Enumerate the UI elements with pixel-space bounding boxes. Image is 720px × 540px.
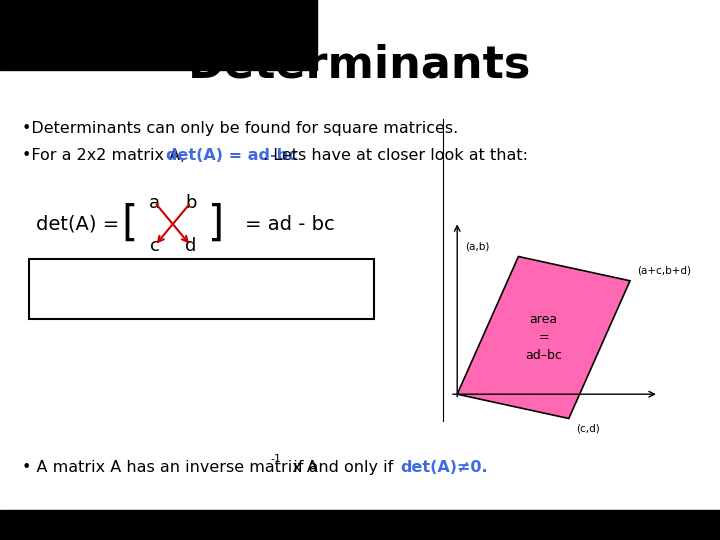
Text: c: c [150,237,160,255]
FancyBboxPatch shape [29,259,374,319]
Text: det(A) = ad-bc: det(A) = ad-bc [166,148,298,164]
Text: (a+c,b+d): (a+c,b+d) [637,265,691,275]
Text: det(A) =: det(A) = [36,214,125,234]
Text: (c,d): (c,d) [576,424,600,434]
Text: • A matrix A has an inverse matrix A: • A matrix A has an inverse matrix A [22,460,318,475]
Text: = ad - bc: = ad - bc [245,214,335,234]
Text: -1: -1 [270,454,281,464]
Text: • In Matlab:: • In Matlab: [50,280,153,298]
Text: [: [ [122,203,138,245]
Text: Determinants: Determinants [189,43,531,86]
Text: det(A): det(A) [144,280,203,298]
Text: area
=
ad–bc: area = ad–bc [525,313,562,362]
Text: ]: ] [208,203,224,245]
Polygon shape [457,256,630,418]
Text: det(A)≠0.: det(A)≠0. [400,460,488,475]
Text: (a,b): (a,b) [465,241,490,251]
Text: •Determinants can only be found for square matrices.: •Determinants can only be found for squa… [22,122,458,137]
Text: d: d [185,237,197,255]
Text: . Lets have at closer look at that:: . Lets have at closer look at that: [263,148,528,164]
Text: if and only if: if and only if [283,460,399,475]
Bar [0,510,720,540]
Text: = det(A): = det(A) [192,280,282,298]
Text: Linear Algebra & Matrices, MfD 2009: Linear Algebra & Matrices, MfD 2009 [14,518,271,532]
Text: •For a 2x2 matrix A,: •For a 2x2 matrix A, [22,148,190,164]
Bar [0,0,317,70]
Text: b: b [185,193,197,212]
Text: a: a [149,193,161,212]
